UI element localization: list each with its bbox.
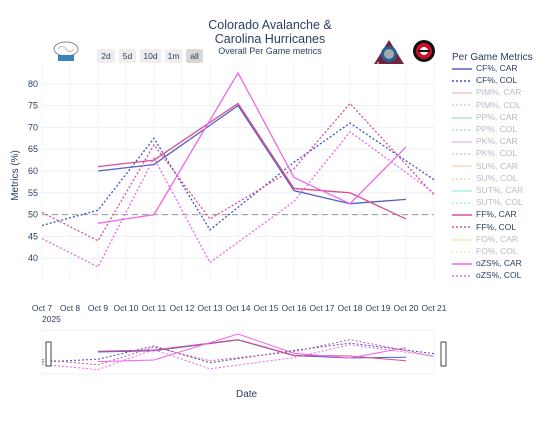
legend-item[interactable]: oZS%, COL (452, 269, 521, 281)
legend-item[interactable]: PK%, COL (452, 147, 517, 159)
legend-label: CF%, COL (476, 75, 518, 86)
x-tick-label: Oct 10 (113, 303, 138, 313)
legend-item[interactable]: SUT%, COL (452, 196, 523, 208)
legend-item[interactable]: PP%, COL (452, 123, 517, 135)
chart-title-line1: Colorado Avalanche & (208, 18, 332, 32)
x-tick-label: Oct 21 (421, 303, 446, 313)
legend-item[interactable]: SU%, COL (452, 172, 518, 184)
legend-item[interactable]: PIM%, CAR (452, 86, 521, 98)
legend-label: FO%, CAR (476, 233, 519, 244)
legend-label: PK%, CAR (476, 136, 518, 147)
y-tick-label: 75 (28, 101, 38, 111)
y-tick-label: 50 (28, 210, 38, 220)
legend-item[interactable]: PIM%, COL (452, 99, 521, 111)
range-slider-series (41, 339, 435, 366)
y-tick-label: 40 (28, 253, 38, 263)
legend-item[interactable]: PK%, CAR (452, 135, 518, 147)
y-axis-label: Metrics (%) (9, 150, 21, 201)
legend-label: FF%, COL (476, 221, 517, 232)
y-tick-label: 70 (28, 122, 38, 132)
legend-title: Per Game Metrics (452, 52, 533, 63)
range-slider-series (97, 333, 407, 363)
series-line (97, 71, 407, 224)
legend-label: PIM%, CAR (476, 87, 522, 98)
range-slider-series (97, 339, 407, 362)
x-tick-label: Oct 20 (393, 303, 418, 313)
range-slider-left-handle[interactable] (45, 341, 52, 367)
legend-label: SU%, COL (476, 172, 518, 183)
legend-item[interactable]: CF%, COL (452, 74, 517, 86)
x-tick-label: Oct 17 (309, 303, 334, 313)
series-line (97, 102, 407, 220)
chart-title-line2: Carolina Hurricanes (214, 32, 326, 46)
range-slider-series (41, 342, 435, 364)
legend-item[interactable]: PP%, CAR (452, 111, 518, 123)
legend-label: FF%, CAR (476, 209, 517, 220)
legend-item[interactable]: SU%, CAR (452, 160, 518, 172)
series-line (41, 102, 435, 242)
x-tick-label: Oct 18 (337, 303, 362, 313)
legend-label: PP%, CAR (476, 111, 518, 122)
series-line (41, 122, 435, 231)
legend-label: SUT%, COL (476, 197, 523, 208)
legend-label: oZS%, CAR (476, 258, 522, 269)
x-axis-label: Date (236, 389, 258, 400)
legend-item[interactable]: oZS%, CAR (452, 257, 522, 269)
range-button-all[interactable]: all (186, 49, 203, 63)
x-tick-label: Oct 12 (169, 303, 194, 313)
x-tick-label: Oct 7 (32, 303, 53, 313)
legend-label: SUT%, CAR (476, 185, 524, 195)
legend-label: CF%, CAR (476, 63, 518, 73)
y-tick-label: 80 (28, 79, 38, 89)
legend-label: PK%, COL (476, 148, 518, 159)
y-tick-label: 45 (28, 231, 38, 241)
range-button-10d[interactable]: 10d (140, 49, 161, 63)
chart-subtitle: Overall Per Game metrics (218, 46, 322, 56)
range-slider-series (41, 344, 435, 371)
range-button-2d[interactable]: 2d (97, 49, 115, 63)
legend-item[interactable]: FF%, CAR (452, 208, 517, 220)
legend-item[interactable]: SUT%, CAR (452, 184, 523, 196)
y-tick-label: 60 (28, 166, 38, 176)
x-year-label: 2025 (42, 314, 61, 324)
legend-item[interactable]: FO%, CAR (452, 233, 518, 245)
x-tick-label: Oct 11 (142, 303, 167, 313)
carolina-hurricanes-logo (407, 38, 441, 69)
legend-label: FO%, COL (476, 246, 518, 256)
range-button-5d[interactable]: 5d (119, 49, 136, 63)
x-tick-label: Oct 13 (197, 303, 222, 313)
range-slider (41, 329, 435, 375)
legend-item[interactable]: FO%, COL (452, 245, 518, 257)
legend-item[interactable]: FF%, COL (452, 221, 516, 233)
range-slider-right-handle[interactable] (440, 341, 447, 367)
legend-label: oZS%, COL (476, 270, 522, 281)
series-line (97, 104, 407, 205)
colorado-avalanche-logo (372, 38, 406, 71)
x-tick-label: Oct 19 (365, 303, 390, 313)
legend-label: PP%, COL (476, 124, 518, 134)
range-button-1m[interactable]: 1m (165, 49, 182, 63)
x-tick-label: Oct 14 (225, 303, 250, 313)
range-slider-series (97, 339, 407, 359)
y-tick-label: 65 (28, 144, 38, 154)
y-tick-label: 55 (28, 188, 38, 198)
x-tick-label: Oct 16 (281, 303, 306, 313)
legend-label: SU%, CAR (476, 160, 519, 171)
x-tick-label: Oct 8 (60, 303, 81, 313)
x-tick-label: Oct 15 (253, 303, 278, 313)
legend-item[interactable]: CF%, CAR (452, 62, 518, 74)
brand-logo (48, 40, 84, 64)
x-tick-label: Oct 9 (88, 303, 109, 313)
legend-label: PIM%, COL (476, 99, 521, 110)
series-line (41, 130, 435, 268)
